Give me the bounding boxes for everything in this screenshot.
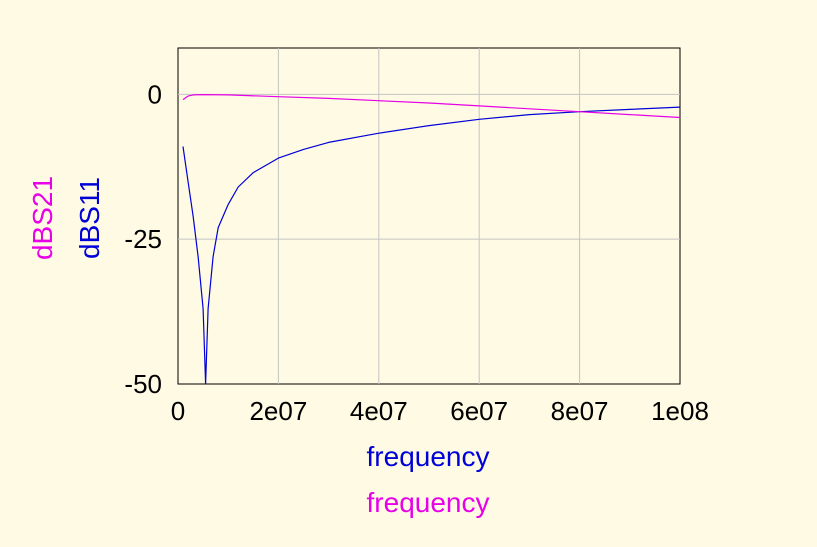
tick-labels: 0 2e07 4e07 6e07 8e07 1e08 0 -25 -50 (124, 79, 709, 426)
x-tick-label: 8e07 (551, 396, 609, 426)
y-tick-label: -50 (124, 369, 162, 399)
grid (178, 48, 680, 384)
y-axis-label-dbs11: dBS11 (74, 177, 105, 259)
x-tick-label: 0 (171, 396, 185, 426)
y-tick-label: 0 (148, 79, 162, 109)
x-tick-label: 4e07 (350, 396, 408, 426)
x-tick-label: 2e07 (249, 396, 307, 426)
x-tick-label: 1e08 (651, 396, 709, 426)
y-tick-label: -25 (124, 224, 162, 254)
x-axis-label-frequency-1: frequency (367, 441, 490, 472)
series-line-dbs21 (182, 93, 681, 119)
x-tick-label: 6e07 (450, 396, 508, 426)
series-line-dbs11 (182, 106, 681, 385)
series-layer (182, 93, 681, 385)
y-axis-label-dbs21: dBS21 (27, 176, 58, 260)
plot-area (177, 47, 681, 385)
x-axis-label-frequency-2: frequency (367, 487, 490, 518)
